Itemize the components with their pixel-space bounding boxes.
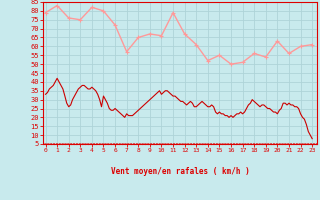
- X-axis label: Vent moyen/en rafales ( km/h ): Vent moyen/en rafales ( km/h ): [111, 167, 249, 176]
